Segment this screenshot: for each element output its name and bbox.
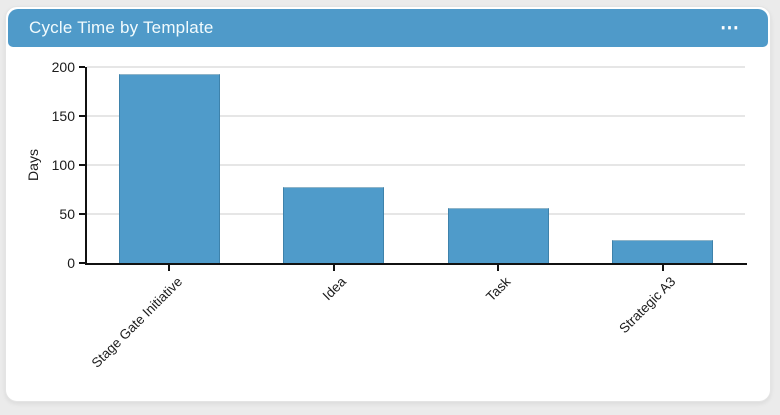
card-header: Cycle Time by Template ⋯ [8, 9, 768, 47]
gridline [87, 115, 745, 117]
y-tick-label: 200 [51, 59, 75, 75]
bar-strategic-a3[interactable] [612, 240, 714, 263]
x-tick-mark [661, 265, 664, 271]
y-tick-mark [79, 164, 85, 166]
ellipsis-icon: ⋯ [720, 17, 740, 39]
more-options-button[interactable]: ⋯ [716, 17, 744, 40]
y-tick-label: 150 [51, 108, 75, 124]
y-tick-label: 100 [51, 157, 75, 173]
gridline [87, 213, 745, 215]
gridline [87, 164, 745, 166]
y-tick-label: 50 [59, 206, 75, 222]
x-tick-mark [332, 265, 335, 271]
y-tick-label: 0 [67, 255, 75, 271]
x-tick-label: Task [483, 274, 514, 305]
chart-card: Cycle Time by Template ⋯ Days 0 50 100 150 2… [5, 6, 771, 402]
card-title: Cycle Time by Template [29, 18, 214, 37]
x-tick-label: Stage Gate Initiative [88, 274, 185, 371]
y-tick-mark [79, 66, 85, 68]
bar-task[interactable] [447, 208, 549, 263]
x-tick-label: Strategic A3 [616, 274, 679, 337]
x-tick-mark [168, 265, 171, 271]
bar-stage-gate-initiative[interactable] [118, 73, 220, 263]
gridline [87, 66, 745, 68]
y-tick-mark [79, 262, 85, 264]
x-tick-label: Idea [320, 274, 350, 304]
x-tick-mark [497, 265, 500, 271]
plot-area [85, 66, 747, 265]
y-tick-mark [79, 115, 85, 117]
bar-idea[interactable] [283, 186, 385, 263]
y-tick-mark [79, 213, 85, 215]
